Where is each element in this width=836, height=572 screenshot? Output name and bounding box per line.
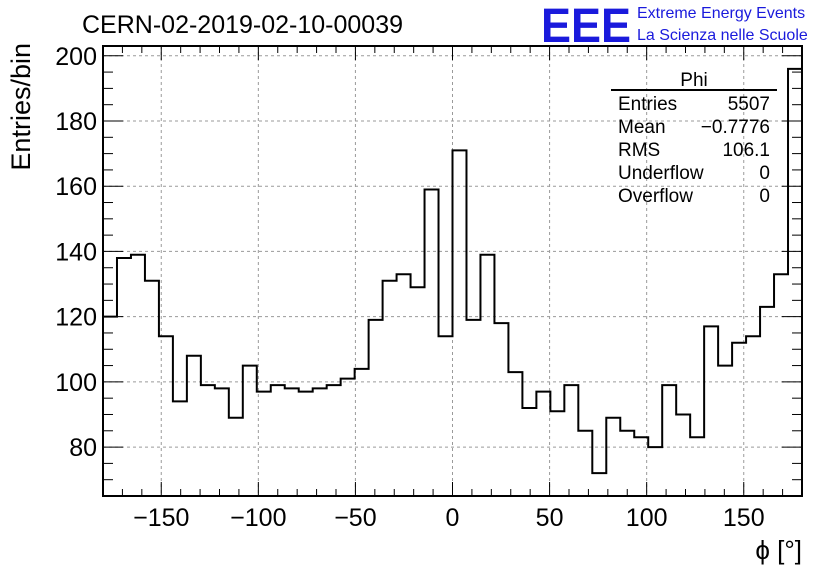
histogram-bin — [411, 287, 425, 496]
stats-row-value: −0.7776 — [701, 117, 770, 138]
histogram-bin — [369, 320, 383, 496]
stats-row-value: 0 — [759, 163, 770, 184]
stats-row-value: 5507 — [728, 94, 770, 115]
x-tick-label: −50 — [334, 504, 376, 532]
histogram-bin — [508, 372, 522, 496]
x-tick-label: −150 — [133, 504, 189, 532]
histogram-bin — [341, 379, 355, 496]
logo-line-1: Extreme Energy Events — [637, 5, 805, 22]
stats-box-rows: Entries 5507 Mean −0.7776 RMS 106.1 Underflow 0… — [618, 94, 770, 207]
histogram-bin — [550, 411, 564, 496]
histogram-bin — [564, 385, 578, 496]
histogram-bin — [299, 392, 313, 496]
y-axis-label: Entries/bin — [6, 43, 36, 171]
histogram-bin — [494, 323, 508, 496]
y-tick-label: 160 — [55, 173, 97, 201]
histogram-bin — [788, 69, 802, 496]
histogram-bin — [634, 437, 648, 496]
histogram-bin — [522, 408, 536, 496]
histogram-bin — [536, 392, 550, 496]
x-tick-labels: −150 −100 −50 0 50 100 150 — [133, 504, 765, 532]
stats-box: Phi Entries 5507 Mean −0.7776 RMS 106.1 Underf… — [611, 70, 777, 207]
chart-title: CERN-02-2019-02-10-00039 — [82, 11, 403, 39]
y-tick-label: 200 — [55, 43, 97, 71]
histogram-bin — [271, 385, 285, 496]
histogram-bin — [718, 366, 732, 496]
histogram-bin — [774, 274, 788, 496]
histogram-bin — [439, 336, 453, 496]
stats-row-label: Entries — [618, 94, 677, 115]
stats-box-title: Phi — [680, 70, 707, 91]
axis-ticks — [102, 46, 803, 496]
histogram-bin — [746, 336, 760, 496]
x-axis-label: ϕ [°] — [755, 535, 802, 565]
logo-line-2: La Scienza nelle Scuole — [637, 27, 808, 44]
histogram-bin — [704, 326, 718, 496]
histogram-bin — [313, 388, 327, 496]
stats-row-label: Mean — [618, 117, 666, 138]
histogram-bin — [215, 388, 229, 496]
y-tick-label: 100 — [55, 369, 97, 397]
histogram-bin — [453, 150, 467, 496]
histogram-bin — [425, 189, 439, 496]
stats-row-value: 106.1 — [722, 140, 770, 161]
x-tick-label: −100 — [230, 504, 286, 532]
plot-frame — [102, 45, 803, 497]
histogram-bin — [662, 385, 676, 496]
y-tick-labels: 80 100 120 140 160 180 200 — [55, 43, 97, 462]
histogram-bin — [592, 473, 606, 496]
y-tick-label: 140 — [55, 238, 97, 266]
x-tick-label: 100 — [626, 504, 668, 532]
histogram-bin — [201, 385, 215, 496]
histogram-bin — [620, 431, 634, 496]
histogram-bin — [327, 385, 341, 496]
histogram-series — [103, 67, 802, 496]
x-tick-label: 50 — [536, 504, 564, 532]
histogram-bin — [578, 431, 592, 496]
stats-row-label: Underflow — [618, 163, 704, 184]
histogram-bin — [117, 258, 131, 496]
histogram-bin — [285, 388, 299, 496]
histogram-bin — [397, 274, 411, 496]
histogram-bin — [480, 255, 494, 496]
histogram-bin — [229, 418, 243, 496]
histogram-bin — [676, 414, 690, 496]
histogram-bin — [690, 437, 704, 496]
eee-logo-mark: EEE — [541, 0, 631, 53]
histogram-bin — [606, 418, 620, 496]
histogram-bin — [131, 255, 145, 496]
stats-row-value: 0 — [759, 186, 770, 207]
x-tick-label: 150 — [723, 504, 765, 532]
histogram-bin — [187, 356, 201, 496]
histogram-bin — [355, 369, 369, 496]
stats-row-label: RMS — [618, 140, 660, 161]
histogram-bin — [243, 366, 257, 496]
stats-row-label: Overflow — [618, 186, 693, 207]
histogram-bin — [173, 401, 187, 496]
histogram-bin — [103, 317, 117, 496]
histogram-bin — [383, 281, 397, 496]
y-tick-label: 180 — [55, 108, 97, 136]
y-tick-label: 80 — [69, 434, 97, 462]
histogram-bin — [466, 320, 480, 496]
x-tick-label: 0 — [446, 504, 460, 532]
histogram-bin — [145, 281, 159, 496]
histogram-outline — [103, 67, 802, 475]
histogram-bin — [648, 447, 662, 496]
y-tick-label: 120 — [55, 304, 97, 332]
histogram-bin — [257, 392, 271, 496]
histogram-bin — [760, 307, 774, 496]
